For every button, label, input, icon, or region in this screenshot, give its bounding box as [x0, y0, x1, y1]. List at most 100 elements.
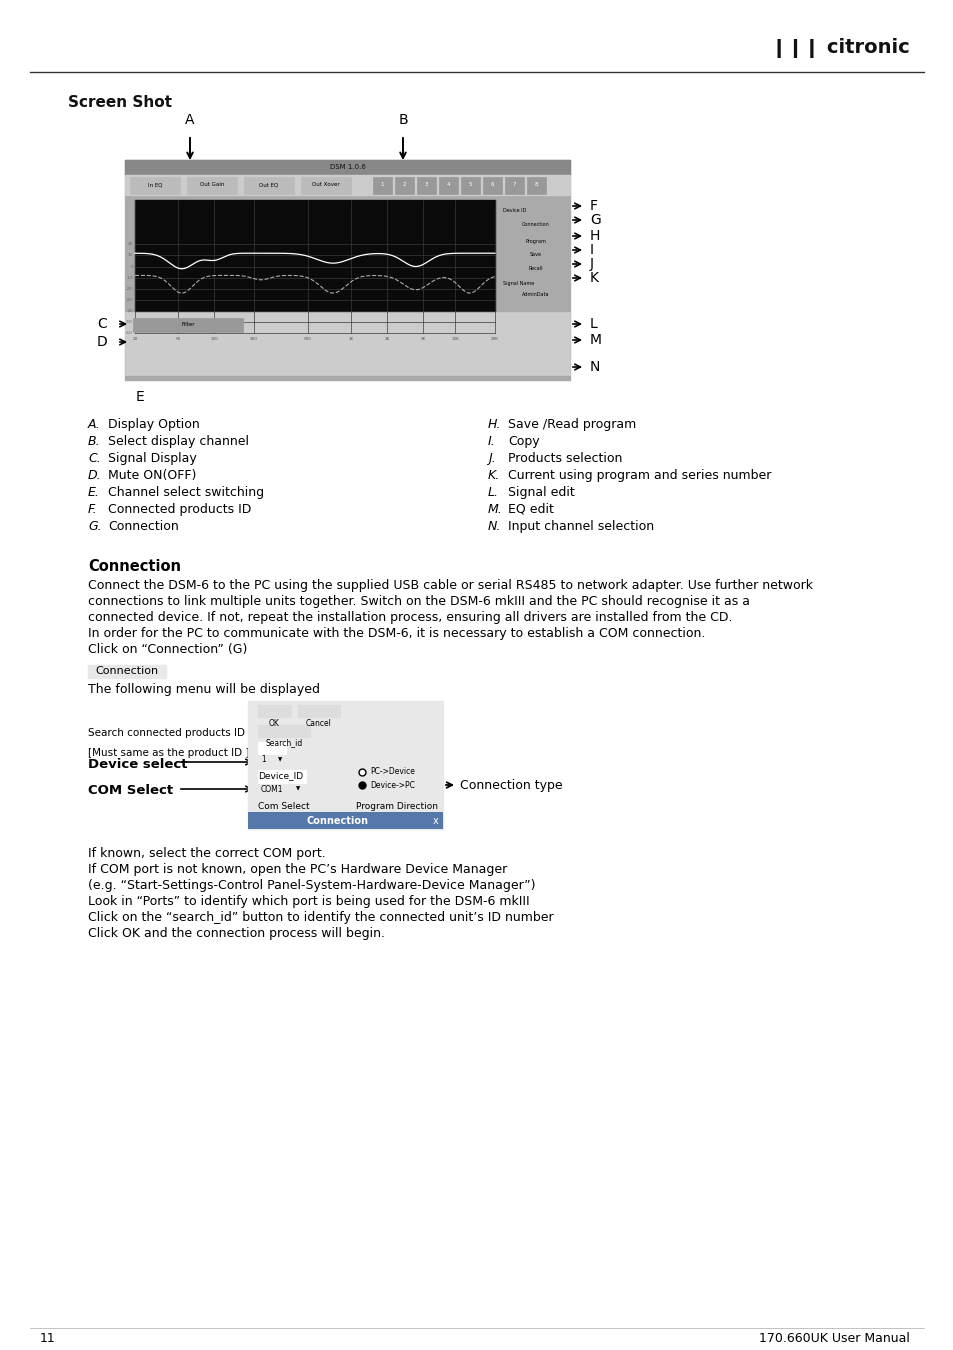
- Text: 11: 11: [40, 1331, 55, 1345]
- Text: L.: L.: [488, 486, 498, 500]
- Text: 10K: 10K: [451, 338, 458, 342]
- Text: 8: 8: [534, 182, 537, 188]
- Text: F.: F.: [88, 504, 97, 516]
- Text: EQ edit: EQ edit: [507, 504, 554, 516]
- Text: N.: N.: [488, 520, 501, 533]
- Bar: [257, 769, 306, 783]
- Text: Connection: Connection: [306, 815, 368, 826]
- Text: connected device. If not, repeat the installation process, ensuring all drivers : connected device. If not, repeat the ins…: [88, 612, 732, 624]
- Bar: [526, 177, 545, 194]
- Text: Connection type: Connection type: [459, 779, 562, 791]
- Text: OK: OK: [269, 718, 279, 728]
- Bar: [502, 265, 567, 274]
- Text: 3: 3: [424, 182, 427, 188]
- Text: Search_id: Search_id: [265, 738, 302, 748]
- Text: AdminData: AdminData: [521, 293, 549, 297]
- Text: Cancel: Cancel: [306, 718, 332, 728]
- Text: Select display channel: Select display channel: [108, 435, 249, 448]
- Bar: [248, 701, 442, 829]
- Bar: [416, 177, 436, 194]
- Text: Display Option: Display Option: [108, 418, 199, 431]
- Text: Recall: Recall: [528, 266, 542, 271]
- Text: 200: 200: [250, 338, 257, 342]
- Text: Connection: Connection: [108, 520, 178, 533]
- Bar: [502, 220, 567, 230]
- Text: 50: 50: [175, 338, 181, 342]
- Text: E.: E.: [88, 486, 100, 500]
- Text: 500: 500: [304, 338, 312, 342]
- Text: If COM port is not known, open the PC’s Hardware Device Manager: If COM port is not known, open the PC’s …: [88, 863, 507, 876]
- Text: Click OK and the connection process will begin.: Click OK and the connection process will…: [88, 927, 385, 940]
- Text: G.: G.: [88, 520, 102, 533]
- Bar: [132, 319, 243, 332]
- Bar: [125, 312, 569, 375]
- Text: In EQ: In EQ: [148, 182, 162, 188]
- Text: 7: 7: [512, 182, 516, 188]
- Text: Channel select switching: Channel select switching: [108, 486, 264, 500]
- Text: 5: 5: [468, 182, 471, 188]
- Text: Out EQ: Out EQ: [259, 182, 278, 188]
- Text: D: D: [96, 335, 107, 350]
- Text: B.: B.: [88, 435, 100, 448]
- Text: M.: M.: [488, 504, 502, 516]
- Text: Connection: Connection: [95, 666, 158, 676]
- Text: In order for the PC to communicate with the DSM-6, it is necessary to establish : In order for the PC to communicate with …: [88, 626, 704, 640]
- Text: N: N: [589, 360, 599, 374]
- Text: Signal Display: Signal Display: [108, 452, 196, 464]
- Bar: [248, 811, 442, 829]
- Text: 170.660UK User Manual: 170.660UK User Manual: [759, 1331, 909, 1345]
- Bar: [257, 743, 286, 755]
- Text: -60: -60: [126, 331, 132, 335]
- Bar: [125, 161, 569, 176]
- Text: connections to link multiple units together. Switch on the DSM-6 mkIII and the P: connections to link multiple units toget…: [88, 595, 749, 608]
- Text: COM Select: COM Select: [88, 784, 172, 798]
- Text: Signal edit: Signal edit: [507, 486, 574, 500]
- Bar: [301, 177, 351, 194]
- Text: If known, select the correct COM port.: If known, select the correct COM port.: [88, 846, 325, 860]
- Text: 20K: 20K: [491, 338, 498, 342]
- Text: The following menu will be displayed: The following menu will be displayed: [88, 683, 319, 697]
- Text: Save /Read program: Save /Read program: [507, 418, 636, 431]
- Text: E: E: [135, 390, 144, 404]
- Bar: [125, 176, 569, 194]
- Text: Out Gain: Out Gain: [199, 182, 224, 188]
- Bar: [438, 177, 457, 194]
- Text: 1: 1: [380, 182, 383, 188]
- Text: -10: -10: [126, 275, 132, 279]
- Text: ▼: ▼: [277, 757, 282, 763]
- Text: D.: D.: [88, 468, 102, 482]
- Text: ▼: ▼: [295, 787, 300, 791]
- Text: ❙❙❙ citronic: ❙❙❙ citronic: [770, 38, 909, 58]
- Bar: [125, 161, 569, 379]
- Text: I: I: [589, 243, 594, 256]
- Bar: [460, 177, 479, 194]
- Text: Connection: Connection: [88, 559, 181, 574]
- Text: Connected products ID: Connected products ID: [108, 504, 251, 516]
- Bar: [88, 666, 166, 678]
- Text: K: K: [589, 271, 598, 285]
- Text: -30: -30: [126, 298, 132, 302]
- Text: Look in “Ports” to identify which port is being used for the DSM-6 mkIII: Look in “Ports” to identify which port i…: [88, 895, 529, 909]
- Text: Device select: Device select: [88, 759, 188, 771]
- Bar: [504, 177, 523, 194]
- Text: G: G: [589, 213, 600, 227]
- Text: H.: H.: [488, 418, 501, 431]
- Text: [Must same as the product ID ]: [Must same as the product ID ]: [88, 748, 250, 757]
- Text: Out Xover: Out Xover: [312, 182, 339, 188]
- Text: Current using program and series number: Current using program and series number: [507, 468, 771, 482]
- Text: J.: J.: [488, 452, 496, 464]
- Text: J: J: [589, 256, 594, 271]
- Text: Filter: Filter: [181, 323, 194, 328]
- Bar: [395, 177, 414, 194]
- Bar: [187, 177, 236, 194]
- Text: x: x: [433, 815, 438, 826]
- Text: B: B: [397, 113, 407, 127]
- Text: Input channel selection: Input channel selection: [507, 520, 654, 533]
- Text: Screen Shot: Screen Shot: [68, 95, 172, 109]
- Text: I.: I.: [488, 435, 496, 448]
- Text: L: L: [589, 317, 598, 331]
- Text: C: C: [97, 317, 107, 331]
- Text: H: H: [589, 230, 599, 243]
- Text: 0: 0: [131, 265, 132, 269]
- Bar: [244, 177, 294, 194]
